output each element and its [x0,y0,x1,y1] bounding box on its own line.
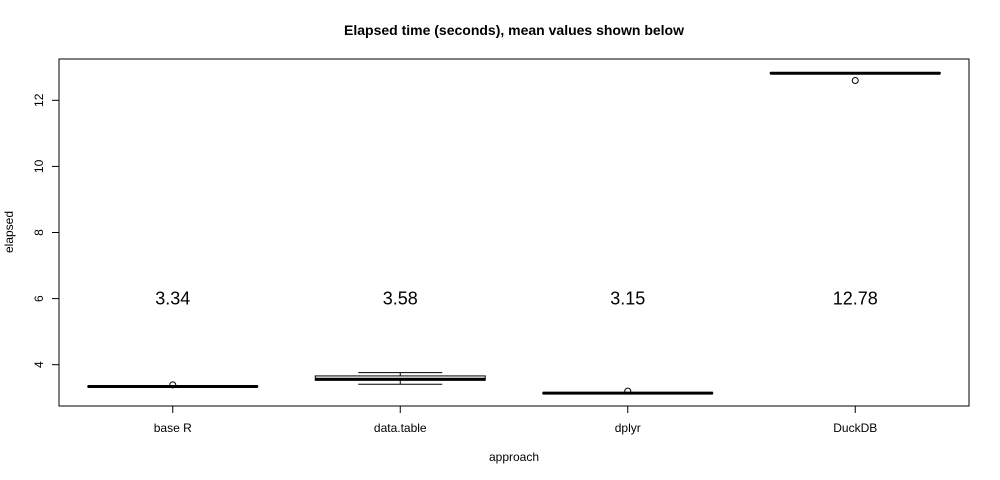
mean-label: 3.15 [610,289,645,309]
x-tick-label: base R [154,421,192,435]
outlier-point [624,387,632,395]
x-tick-label: dplyr [615,421,641,435]
mean-labels-layer: 3.34 3.58 3.15 12.78 [155,289,878,309]
x-axis-label: approach [489,450,539,464]
y-tick-label: 4 [32,361,46,368]
y-axis-label: elapsed [2,211,16,253]
mean-label: 3.34 [155,289,190,309]
x-tick-label: DuckDB [833,421,877,435]
x-tick-label: data.table [374,421,427,435]
y-tick-label: 10 [32,159,46,173]
box-duckdb [769,71,941,84]
plot-frame [58,58,970,407]
x-axis: base R data.table dplyr DuckDB [154,405,877,435]
y-tick-label: 8 [32,229,46,236]
y-tick-label: 12 [32,93,46,107]
box-data-table [314,372,486,385]
chart-title: Elapsed time (seconds), mean values show… [344,22,684,38]
mean-label: 12.78 [833,289,878,309]
box-base-r [87,381,259,389]
mean-label: 3.58 [383,289,418,309]
y-tick-label: 6 [32,295,46,302]
outlier-point [851,76,859,84]
y-axis: 4 6 8 10 12 [32,93,60,368]
boxes-layer [87,71,941,395]
outlier-point [169,381,177,389]
box-dplyr [542,387,714,395]
